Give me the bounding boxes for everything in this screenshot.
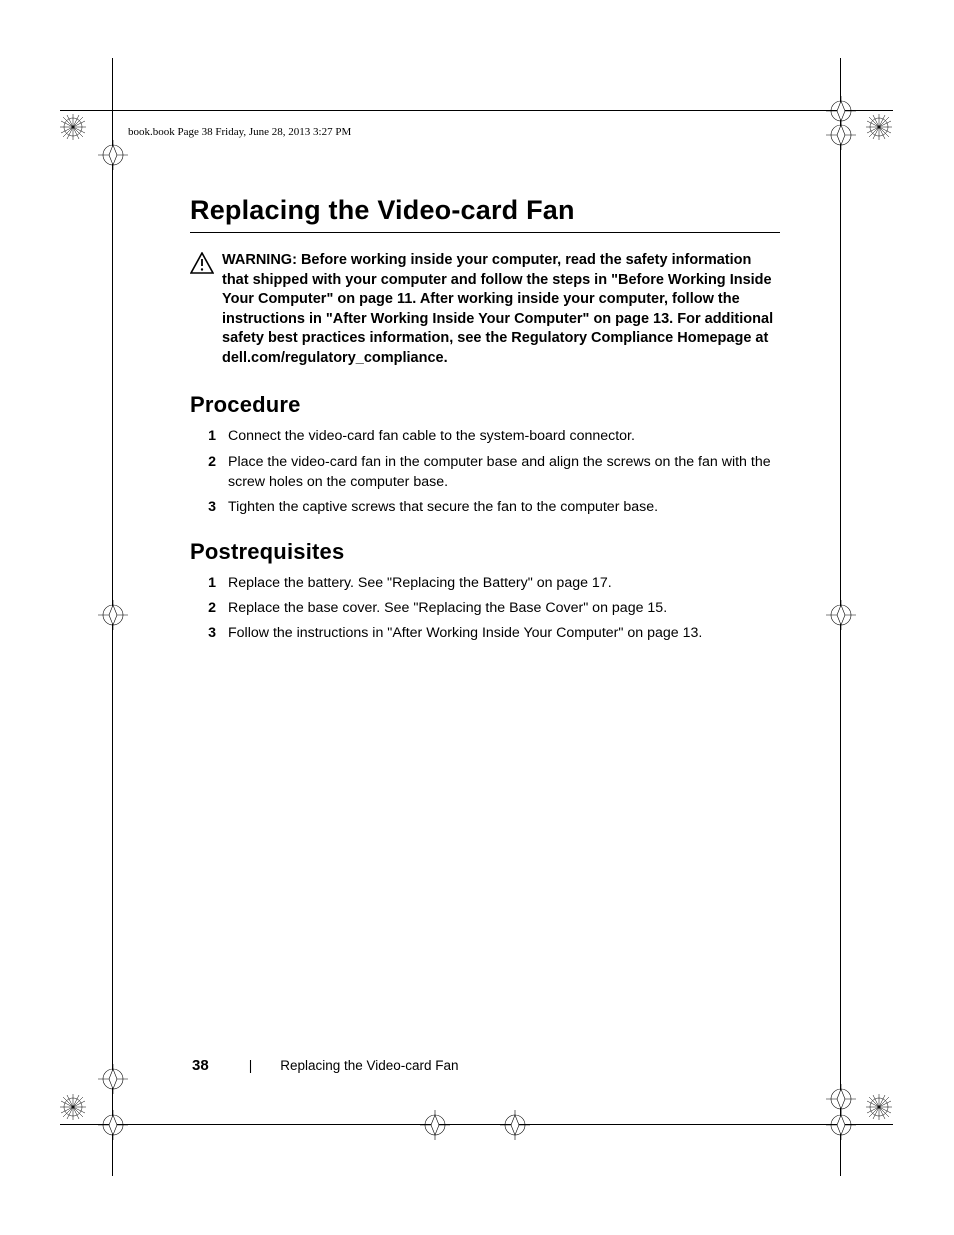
warning-icon (190, 252, 214, 279)
section-heading-postrequisites: Postrequisites (190, 539, 780, 565)
printers-mark-target-icon (826, 600, 856, 630)
crop-line-top (60, 110, 893, 111)
step-number: 3 (190, 623, 228, 643)
step-text: Place the video-card fan in the computer… (228, 452, 780, 492)
footer-separator: | (249, 1058, 253, 1073)
printers-mark-target-icon (420, 1110, 450, 1140)
printers-mark-sunburst-icon (866, 114, 892, 140)
step-number: 2 (190, 452, 228, 492)
warning-text: WARNING: Before working inside your comp… (222, 251, 780, 368)
page-number: 38 (192, 1057, 209, 1074)
procedure-steps: 1 Connect the video-card fan cable to th… (190, 426, 780, 517)
postrequisites-steps: 1 Replace the battery. See "Replacing th… (190, 573, 780, 643)
footer-title: Replacing the Video-card Fan (280, 1058, 458, 1073)
content-area: Replacing the Video-card Fan WARNING: Be… (190, 195, 780, 665)
step-text: Connect the video-card fan cable to the … (228, 426, 780, 446)
list-item: 2 Place the video-card fan in the comput… (190, 452, 780, 492)
page-footer: 38 | Replacing the Video-card Fan (192, 1057, 459, 1074)
warning-body: Before working inside your computer, rea… (222, 252, 773, 366)
printers-mark-target-icon (500, 1110, 530, 1140)
list-item: 2 Replace the base cover. See "Replacing… (190, 598, 780, 618)
crop-line-bottom (60, 1124, 893, 1125)
page-title: Replacing the Video-card Fan (190, 195, 780, 226)
printers-mark-target-icon (98, 1110, 128, 1140)
list-item: 3 Tighten the captive screws that secure… (190, 497, 780, 517)
step-text: Tighten the captive screws that secure t… (228, 497, 780, 517)
section-heading-procedure: Procedure (190, 392, 780, 418)
step-text: Replace the battery. See "Replacing the … (228, 573, 780, 593)
printers-mark-sunburst-icon (60, 1094, 86, 1120)
printers-mark-target-icon (98, 140, 128, 170)
list-item: 1 Replace the battery. See "Replacing th… (190, 573, 780, 593)
warning-label: WARNING: (222, 252, 297, 268)
list-item: 3 Follow the instructions in "After Work… (190, 623, 780, 643)
header-imposition-note: book.book Page 38 Friday, June 28, 2013 … (128, 126, 351, 138)
title-rule (190, 232, 780, 233)
step-text: Follow the instructions in "After Workin… (228, 623, 780, 643)
warning-block: WARNING: Before working inside your comp… (190, 251, 780, 368)
printers-mark-target-icon (98, 1064, 128, 1094)
page-root: book.book Page 38 Friday, June 28, 2013 … (0, 0, 954, 1235)
step-number: 3 (190, 497, 228, 517)
printers-mark-sunburst-icon (60, 114, 86, 140)
printers-mark-target-icon (98, 600, 128, 630)
printers-mark-target-icon (826, 120, 856, 150)
step-text: Replace the base cover. See "Replacing t… (228, 598, 780, 618)
step-number: 2 (190, 598, 228, 618)
step-number: 1 (190, 573, 228, 593)
list-item: 1 Connect the video-card fan cable to th… (190, 426, 780, 446)
printers-mark-sunburst-icon (866, 1094, 892, 1120)
step-number: 1 (190, 426, 228, 446)
printers-mark-target-icon (826, 1110, 856, 1140)
